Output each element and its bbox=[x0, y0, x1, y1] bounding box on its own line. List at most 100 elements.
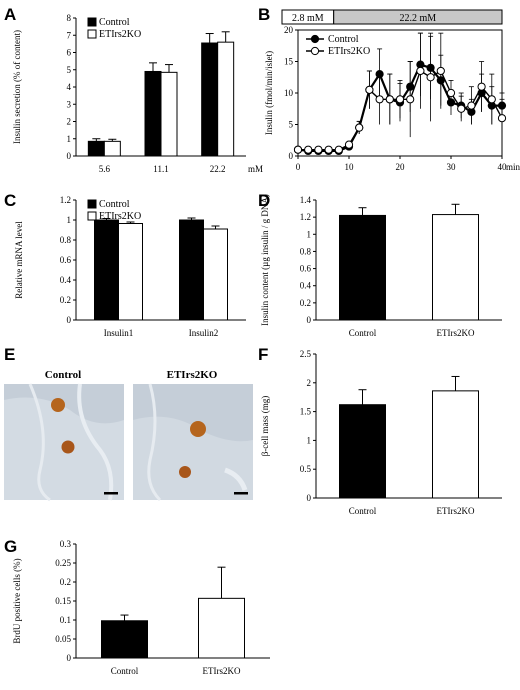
scale-bar-etirs2ko bbox=[234, 492, 248, 495]
y-tick-label-D: 1 bbox=[307, 229, 312, 239]
legend-label-etirs2ko: ETIrs2KO bbox=[99, 211, 141, 222]
y-tick-label-G: 0.1 bbox=[60, 615, 71, 625]
y-axis-title-G: BrdU positive cells (%) bbox=[12, 558, 22, 643]
chart-panel-a: 0 1 2 3 4 5 6 7 8 Insulin secretion (% of content… bbox=[12, 13, 263, 174]
y-tick-label-A: 0 bbox=[67, 151, 72, 161]
micrograph-label-control: Control bbox=[45, 369, 81, 381]
legend-swatch-control bbox=[87, 17, 97, 27]
y-axis-title-D: Insulin content (µg insulin / g DNA) bbox=[260, 194, 270, 326]
y-tick-label-D: 1.2 bbox=[300, 212, 311, 222]
y-tick-label-G: 0 bbox=[67, 653, 72, 663]
data-point-etirs2ko bbox=[375, 95, 384, 104]
islet-control-2 bbox=[61, 440, 75, 454]
data-point-etirs2ko bbox=[304, 145, 313, 154]
y-axis-title-F: β-cell mass (mg) bbox=[260, 396, 270, 457]
y-tick-label-A: 1 bbox=[67, 134, 72, 144]
panel-letter-c: C bbox=[4, 191, 16, 210]
legend-label-etirs2ko: ETIrs2KO bbox=[328, 46, 370, 57]
glucose-bar-label: 22.2 mM bbox=[400, 13, 437, 24]
islet-etirs2ko-2 bbox=[179, 466, 191, 478]
panel-letter-e: E bbox=[4, 345, 15, 364]
chart-panel-d: 0 0.2 0.4 0.6 0.8 1 1.2 1.4 Insulin content (µg … bbox=[260, 194, 502, 338]
y-tick-label-A: 3 bbox=[67, 99, 72, 109]
y-tick-label-C: 0.2 bbox=[60, 295, 71, 305]
data-point-etirs2ko bbox=[416, 66, 425, 76]
x-category-label-A: 11.1 bbox=[153, 164, 168, 174]
scale-bar-control bbox=[104, 492, 118, 495]
y-tick-label-B: 0 bbox=[289, 151, 294, 161]
panel-letter-b: B bbox=[258, 5, 270, 24]
data-point-etirs2ko bbox=[467, 101, 476, 110]
x-category-label-C: Insulin1 bbox=[104, 328, 134, 338]
data-point-etirs2ko bbox=[293, 145, 303, 154]
legend-swatch-etirs2ko bbox=[87, 29, 97, 39]
chart-panel-g: 0 0.05 0.1 0.15 0.2 0.25 0.3 BrdU positive cell… bbox=[12, 539, 270, 676]
y-tick-label-F: 0.5 bbox=[300, 464, 312, 474]
data-point-etirs2ko bbox=[355, 123, 364, 132]
y-tick-label-A: 7 bbox=[67, 30, 72, 40]
bar-etirs2ko-A bbox=[103, 140, 121, 157]
legend-swatch-control bbox=[87, 199, 97, 209]
y-tick-label-D: 0.2 bbox=[300, 298, 311, 308]
y-tick-label-B: 5 bbox=[289, 120, 294, 130]
x-tick-label-B: 30 bbox=[447, 162, 457, 172]
data-point-etirs2ko bbox=[324, 145, 333, 154]
data-point-etirs2ko bbox=[487, 95, 496, 104]
data-point-etirs2ko bbox=[365, 85, 374, 94]
data-point-etirs2ko bbox=[446, 88, 456, 98]
x-tick-label-B: 20 bbox=[396, 162, 406, 172]
legend-marker-control bbox=[310, 34, 320, 44]
data-point-etirs2ko bbox=[426, 73, 435, 82]
y-tick-label-C: 0.8 bbox=[60, 235, 72, 245]
y-tick-label-G: 0.05 bbox=[55, 634, 71, 644]
chart-panel-f: 0 0.5 1 1.5 2 2.5 β-cell mass (mg) Control ETIrs… bbox=[260, 349, 502, 516]
y-tick-label-C: 0.4 bbox=[60, 275, 72, 285]
y-axis-title-C: Relative mRNA level bbox=[14, 221, 24, 299]
y-tick-label-A: 4 bbox=[67, 82, 72, 92]
micrograph-control bbox=[4, 383, 124, 502]
data-point-etirs2ko bbox=[314, 145, 323, 154]
x-category-label-D: Control bbox=[349, 328, 377, 338]
x-category-label-C: Insulin2 bbox=[189, 328, 219, 338]
panel-letter-f: F bbox=[258, 345, 268, 364]
y-tick-label-D: 0 bbox=[307, 315, 312, 325]
y-tick-label-G: 0.15 bbox=[55, 596, 71, 606]
y-tick-label-F: 0 bbox=[307, 493, 312, 503]
bar-control-F bbox=[339, 404, 386, 499]
micrograph-panel-e: Control ETIrs2KO bbox=[4, 369, 253, 502]
y-tick-label-F: 2 bbox=[307, 378, 312, 388]
data-point-etirs2ko bbox=[344, 140, 354, 149]
x-tick-label-B: 40 bbox=[498, 162, 508, 172]
y-axis-title-A: Insulin secretion (% of content) bbox=[12, 30, 22, 144]
y-tick-label-C: 0 bbox=[67, 315, 72, 325]
panel-letter-d: D bbox=[258, 191, 270, 210]
glucose-bar-segment bbox=[333, 9, 503, 25]
y-tick-label-D: 1.4 bbox=[300, 195, 312, 205]
bar-etirs2ko-D bbox=[432, 214, 479, 321]
bar-control-G bbox=[101, 620, 148, 659]
data-point-etirs2ko bbox=[385, 95, 394, 104]
chart-panel-b: 0 5 10 15 20 Insulin (fmol/min/islet) 0 10 20 30 4… bbox=[264, 9, 520, 172]
bar-control-D bbox=[339, 214, 386, 321]
y-tick-label-F: 1 bbox=[307, 435, 312, 445]
y-tick-label-G: 0.3 bbox=[60, 539, 72, 549]
y-tick-label-C: 1.2 bbox=[60, 195, 71, 205]
legend-marker-etirs2ko bbox=[310, 46, 320, 56]
x-category-label-A: 22.2 bbox=[210, 164, 226, 174]
bar-etirs2ko-A bbox=[160, 71, 178, 157]
data-point-etirs2ko bbox=[395, 95, 405, 104]
x-unit-label-B: min bbox=[506, 162, 520, 172]
x-category-label-A: 5.6 bbox=[99, 164, 111, 174]
bar-control-C bbox=[94, 219, 119, 321]
legend-label-control: Control bbox=[328, 34, 359, 45]
y-axis-title-B: Insulin (fmol/min/islet) bbox=[264, 51, 274, 135]
x-category-label-F: ETIrs2KO bbox=[437, 506, 475, 516]
data-point-etirs2ko bbox=[406, 95, 415, 104]
bar-etirs2ko-F bbox=[432, 390, 479, 499]
bar-control-C bbox=[179, 219, 204, 321]
data-point-etirs2ko bbox=[497, 114, 507, 123]
y-tick-label-C: 1 bbox=[67, 215, 72, 225]
legend-swatch-etirs2ko bbox=[87, 211, 97, 221]
y-tick-label-A: 5 bbox=[67, 65, 72, 75]
